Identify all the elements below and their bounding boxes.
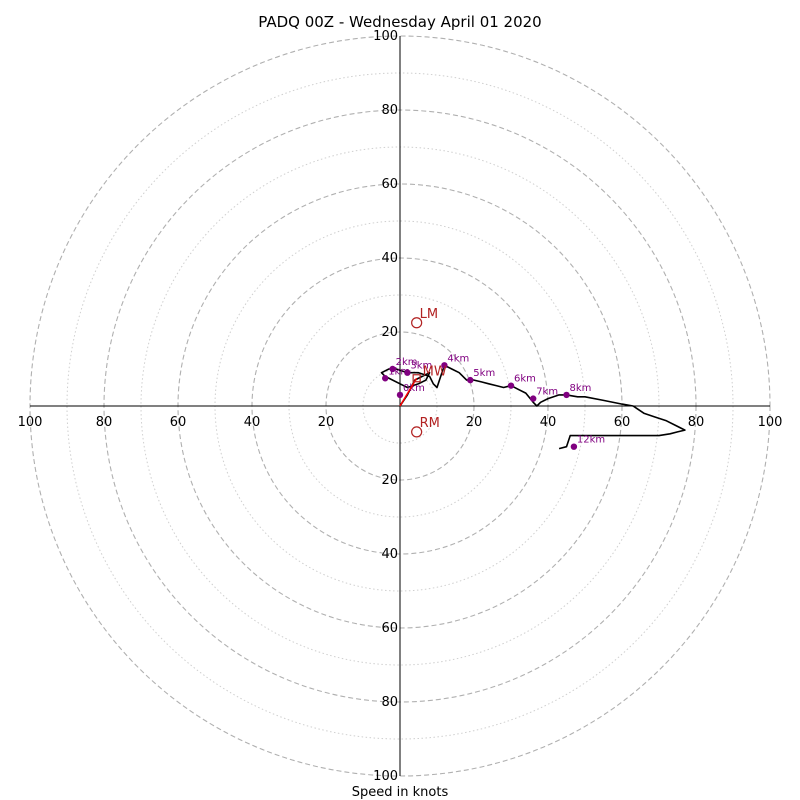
x-tick-label: 60 xyxy=(614,415,631,430)
height-marker-dot xyxy=(507,382,515,389)
x-tick-label: 80 xyxy=(96,415,113,430)
storm-motion-label: RM xyxy=(420,416,440,431)
x-tick-label: 40 xyxy=(540,415,557,430)
y-tick-label: 100 xyxy=(373,29,398,44)
height-marker-label: 3km xyxy=(410,361,432,372)
height-marker-label: 4km xyxy=(447,353,469,364)
y-tick-label: 80 xyxy=(381,103,398,118)
height-marker-dot xyxy=(467,376,474,384)
height-marker-dot xyxy=(382,375,389,382)
y-tick-label: 60 xyxy=(381,177,398,192)
height-marker-label: 0km xyxy=(403,383,425,394)
storm-motion-markers: LM RM MW xyxy=(399,307,447,438)
mean-wind-vector xyxy=(399,377,418,407)
height-marker-dot xyxy=(530,395,537,402)
tick-labels: 100 80 60 40 20 20 40 60 80 100 100 80 60 40 20 20 40 60 8… xyxy=(18,29,783,784)
x-tick-label: 100 xyxy=(758,415,783,430)
x-tick-label: 20 xyxy=(466,415,483,430)
height-marker-dot xyxy=(441,362,448,369)
y-tick-label: 40 xyxy=(381,251,398,266)
x-axis-label: Speed in knots xyxy=(352,785,449,800)
height-marker-dot xyxy=(570,443,578,450)
mean-wind-marker xyxy=(412,374,421,383)
y-tick-label: 100 xyxy=(373,769,398,784)
storm-motion-label: LM xyxy=(420,307,438,322)
x-tick-label: 40 xyxy=(244,415,261,430)
height-marker-label: 2km xyxy=(396,357,418,368)
y-tick-label: 20 xyxy=(381,325,398,340)
height-marker-label: 5km xyxy=(473,368,495,379)
y-tick-label: 80 xyxy=(381,695,398,710)
chart-title: PADQ 00Z - Wednesday April 01 2020 xyxy=(258,13,541,31)
height-marker-dot xyxy=(389,365,396,373)
height-marker-dot xyxy=(563,391,570,399)
storm-motion-marker xyxy=(411,317,423,329)
height-marker-label: 6km xyxy=(514,374,536,385)
height-marker-label: 1km xyxy=(388,366,410,377)
mean-wind-label: MW xyxy=(423,364,447,379)
y-tick-label: 40 xyxy=(381,547,398,562)
y-tick-label: 60 xyxy=(381,621,398,636)
height-marker-label: 12km xyxy=(577,435,605,446)
x-tick-label: 60 xyxy=(170,415,187,430)
x-tick-label: 80 xyxy=(688,415,705,430)
y-tick-label: 20 xyxy=(381,473,398,488)
height-marker-label: 7km xyxy=(536,387,558,398)
storm-motion-marker xyxy=(411,426,423,438)
height-marker-dot xyxy=(396,391,404,399)
x-tick-label: 100 xyxy=(18,415,43,430)
height-marker-label: 8km xyxy=(570,383,592,394)
x-tick-label: 20 xyxy=(318,415,335,430)
height-marker-dot xyxy=(404,369,411,376)
